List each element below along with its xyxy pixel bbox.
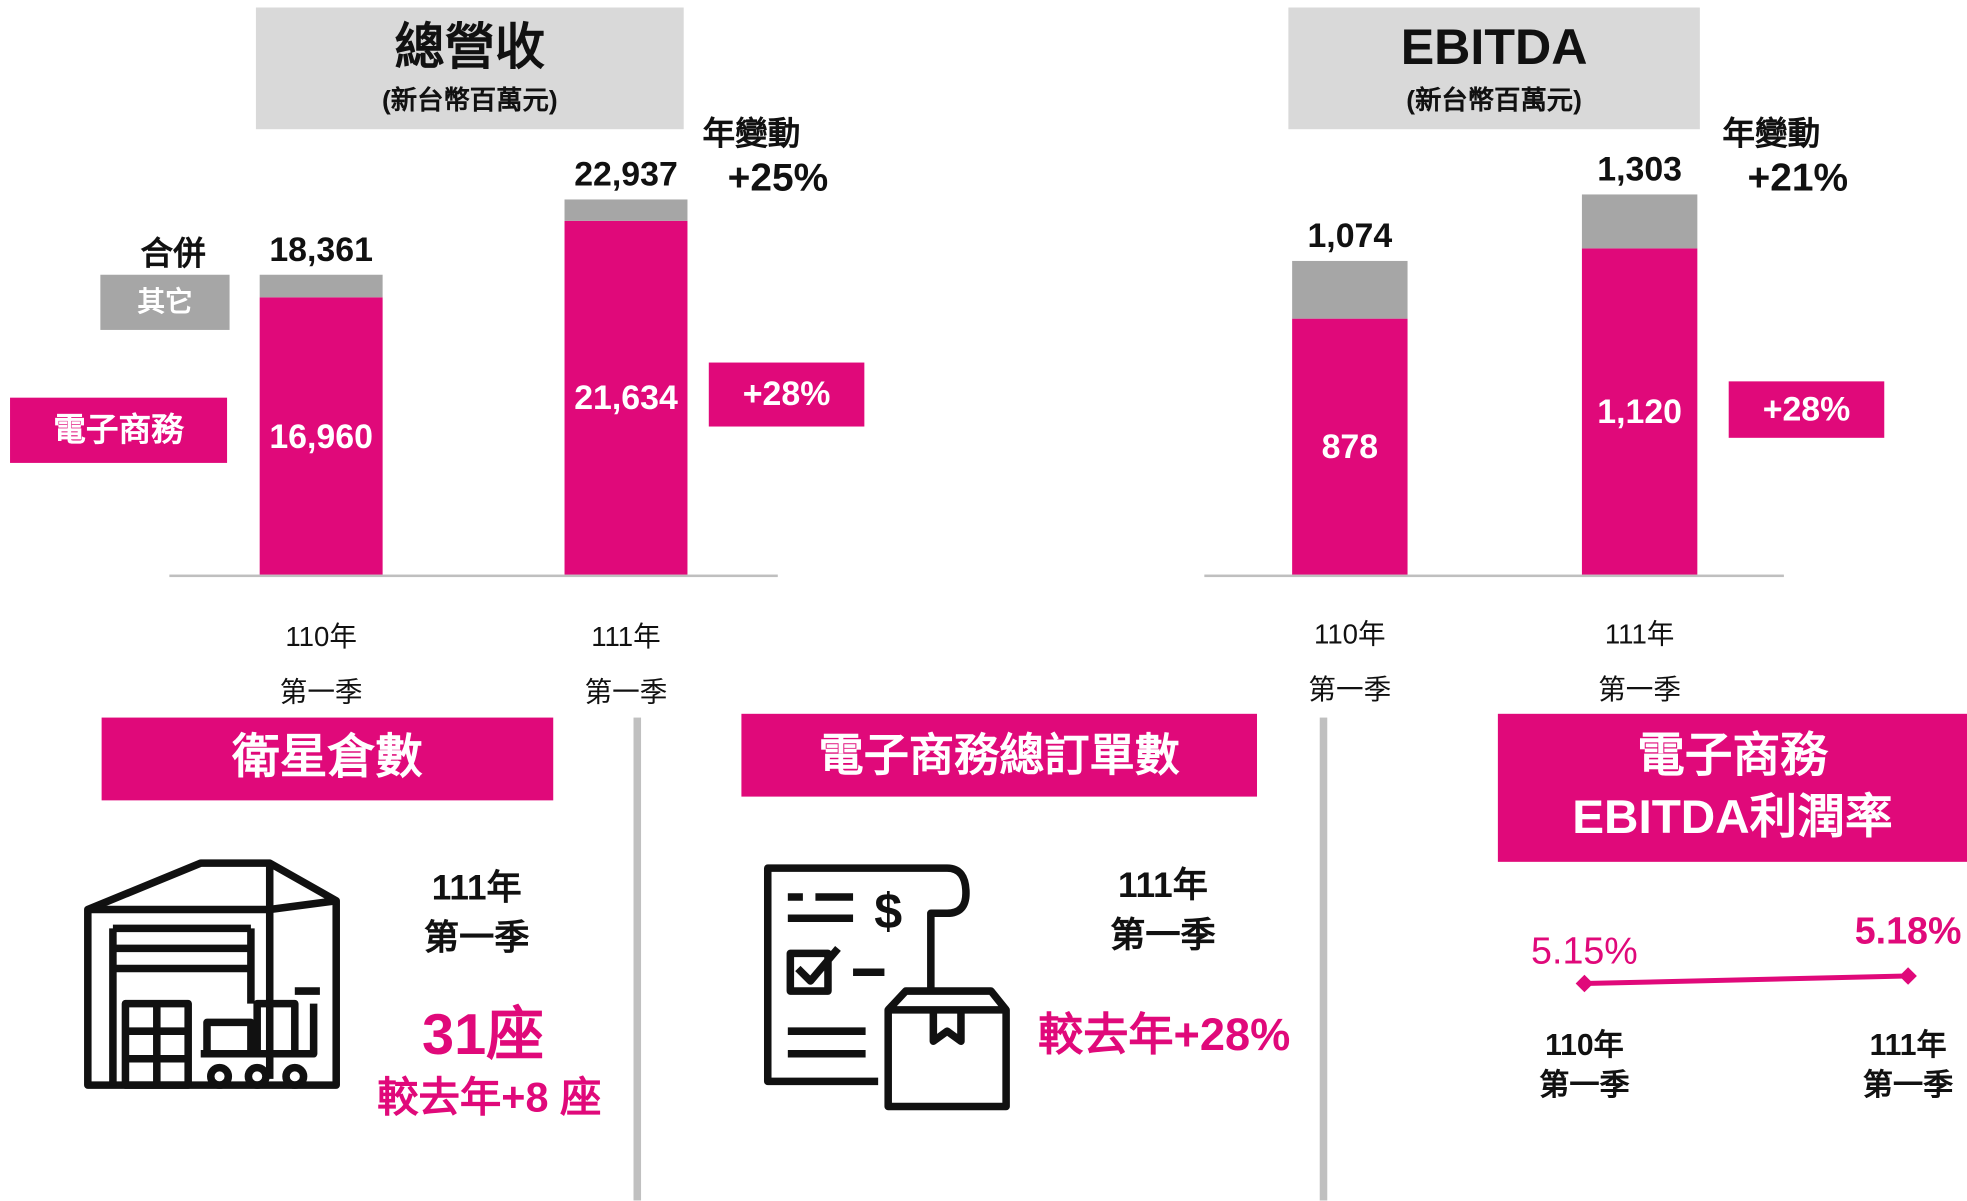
value-label: 878	[1321, 427, 1379, 466]
total-label: 1,074	[1307, 217, 1393, 256]
order-icon: $	[763, 864, 1010, 1111]
total-label: 1,303	[1597, 150, 1683, 189]
chart-subtitle: (新台幣百萬元)	[1406, 86, 1582, 116]
chart-title: 總營收	[394, 20, 546, 76]
value-label: 5.18%	[1854, 910, 1962, 953]
bar-segment	[259, 297, 383, 575]
x-tick-label: 111年 第一季	[1598, 618, 1682, 706]
annotation: 年變動	[702, 114, 801, 152]
x-tick-label: 110年 第一季	[1308, 618, 1392, 706]
bar-segment	[564, 199, 688, 221]
chart-title: EBITDA	[1400, 20, 1588, 76]
bar-segment	[1292, 261, 1408, 319]
value-label: 1,120	[1597, 392, 1683, 431]
x-tick-label: 110年 第一季	[279, 620, 363, 708]
legend-item: 其它	[100, 274, 230, 330]
annotation-box: +28%	[1728, 381, 1885, 438]
x-tick-label: 111年 第一季	[584, 620, 668, 708]
legend-item: 電子商務	[10, 397, 228, 463]
annotation: +25%	[727, 155, 829, 200]
legend-total: 合併	[140, 234, 206, 273]
bar-segment	[1581, 194, 1698, 248]
bar-segment	[1292, 318, 1408, 575]
panel-title: 衛星倉數	[101, 717, 554, 801]
divider	[633, 717, 642, 1201]
title-box: 電子商務 EBITDA利潤率	[1497, 713, 1967, 862]
panel-change: 較去年+8 座	[377, 1073, 602, 1121]
annotation: 年變動	[1722, 114, 1821, 152]
chart-subtitle: (新台幣百萬元)	[381, 86, 558, 116]
title-box	[1288, 7, 1700, 130]
svg-text:$: $	[874, 883, 902, 939]
annotation-box: +28%	[708, 362, 865, 427]
value-label: 21,634	[574, 378, 678, 417]
bar-segment	[259, 274, 383, 298]
axis-line	[169, 574, 778, 578]
total-label: 18,361	[269, 230, 373, 269]
point	[1899, 967, 1917, 985]
point	[1575, 974, 1594, 993]
line	[1584, 973, 1909, 987]
panel-title: 電子商務總訂單數	[741, 713, 1258, 797]
bar-segment	[564, 220, 688, 575]
x-tick-label: 110年 第一季	[1539, 1028, 1630, 1103]
period: 111年 第一季	[1110, 865, 1216, 955]
panel-change: 較去年+28%	[1038, 1008, 1291, 1061]
panel-value: 31座	[422, 1001, 544, 1067]
x-tick-label: 111年 第一季	[1862, 1028, 1954, 1103]
annotation: +21%	[1747, 155, 1849, 200]
divider	[1319, 717, 1328, 1201]
title-box	[255, 7, 684, 130]
period: 111年 第一季	[424, 868, 530, 958]
value-label: 5.15%	[1531, 930, 1638, 973]
axis-line	[1204, 574, 1784, 578]
bar-segment	[1581, 248, 1698, 575]
total-label: 22,937	[574, 155, 678, 194]
warehouse-icon	[84, 859, 340, 1089]
value-label: 16,960	[269, 417, 373, 455]
